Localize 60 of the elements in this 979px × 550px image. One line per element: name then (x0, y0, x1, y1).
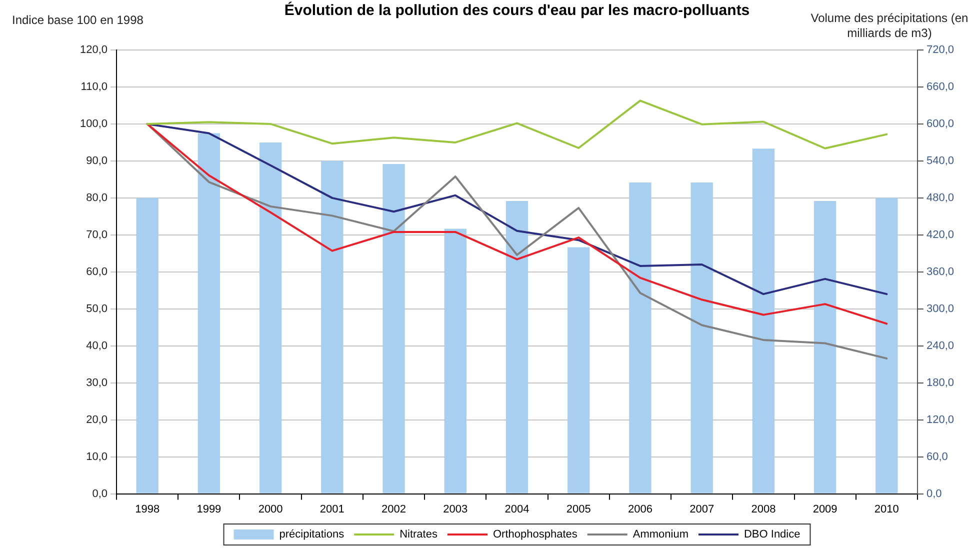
x-tick-label: 2005 (566, 503, 591, 516)
y2-tick-label: 240,0 (926, 340, 954, 352)
x-tick-label: 2004 (504, 503, 530, 516)
x-tick-label: 2009 (812, 503, 838, 516)
legend-label: Nitrates (400, 528, 438, 541)
y2-tick-label: 600,0 (926, 118, 954, 130)
x-tick-label: 1998 (135, 503, 160, 516)
y2-tick-label: 420,0 (926, 228, 954, 241)
y-tick-label: 50,0 (86, 302, 108, 315)
y2-tick-label: 120,0 (926, 414, 954, 426)
y-tick-label: 0,0 (92, 488, 108, 500)
y-tick-label: 80,0 (86, 192, 108, 204)
y2-tick-label: 300,0 (926, 302, 954, 315)
bar (444, 228, 466, 494)
y-tick-label: 90,0 (86, 154, 108, 167)
y-tick-label: 40,0 (86, 340, 108, 352)
bar (876, 198, 898, 494)
chart-title: Évolution de la pollution des cours d'eau par les macro-polluants (284, 1, 750, 20)
bar (568, 247, 590, 494)
x-tick-label: 2002 (382, 503, 406, 516)
legend-label: Ammonium (632, 528, 688, 541)
y2-tick-label: 720,0 (926, 44, 954, 56)
y2-tick-label: 0,0 (926, 488, 942, 500)
x-tick-label: 2000 (258, 503, 283, 516)
y-tick-label: 110,0 (80, 81, 108, 94)
x-tick-label: 2010 (874, 503, 899, 516)
bar (690, 182, 713, 494)
y2-tick-label: 540,0 (926, 154, 954, 167)
x-tick-label: 2003 (443, 503, 468, 516)
bar (198, 133, 220, 494)
y2-tick-label: 60,0 (926, 450, 948, 463)
x-tick-label: 1999 (196, 503, 222, 516)
y2-tick-label: 660,0 (926, 81, 954, 94)
bar (814, 201, 836, 494)
y-tick-label: 120,0 (80, 44, 108, 56)
bar (629, 182, 652, 494)
x-tick-label: 2007 (690, 503, 714, 516)
bar (259, 142, 282, 494)
y2-tick-label: 480,0 (926, 192, 954, 204)
y-axis-title: Indice base 100 en 1998 (12, 13, 144, 27)
bar (752, 148, 775, 494)
legend-label: DBO Indice (744, 528, 800, 541)
y-tick-label: 20,0 (86, 414, 108, 426)
y2-tick-label: 360,0 (926, 266, 954, 278)
y-tick-label: 10,0 (86, 450, 108, 463)
y-tick-label: 70,0 (86, 228, 108, 241)
y2-axis-title: Volume des précipitations (en milliards de m3) (810, 11, 968, 40)
x-tick-label: 2006 (628, 503, 652, 516)
y-tick-label: 60,0 (86, 266, 108, 278)
bar (506, 201, 528, 494)
bar (321, 160, 344, 494)
bar (382, 164, 405, 494)
y-tick-label: 30,0 (86, 376, 108, 389)
y-tick-label: 100,0 (80, 118, 108, 130)
bar (136, 198, 158, 494)
legend-label: précipitations (279, 528, 345, 541)
x-tick-label: 2008 (751, 503, 776, 516)
y2-tick-label: 180,0 (926, 376, 954, 389)
x-tick-label: 2001 (320, 503, 344, 516)
legend-label: Orthophosphates (492, 528, 578, 541)
